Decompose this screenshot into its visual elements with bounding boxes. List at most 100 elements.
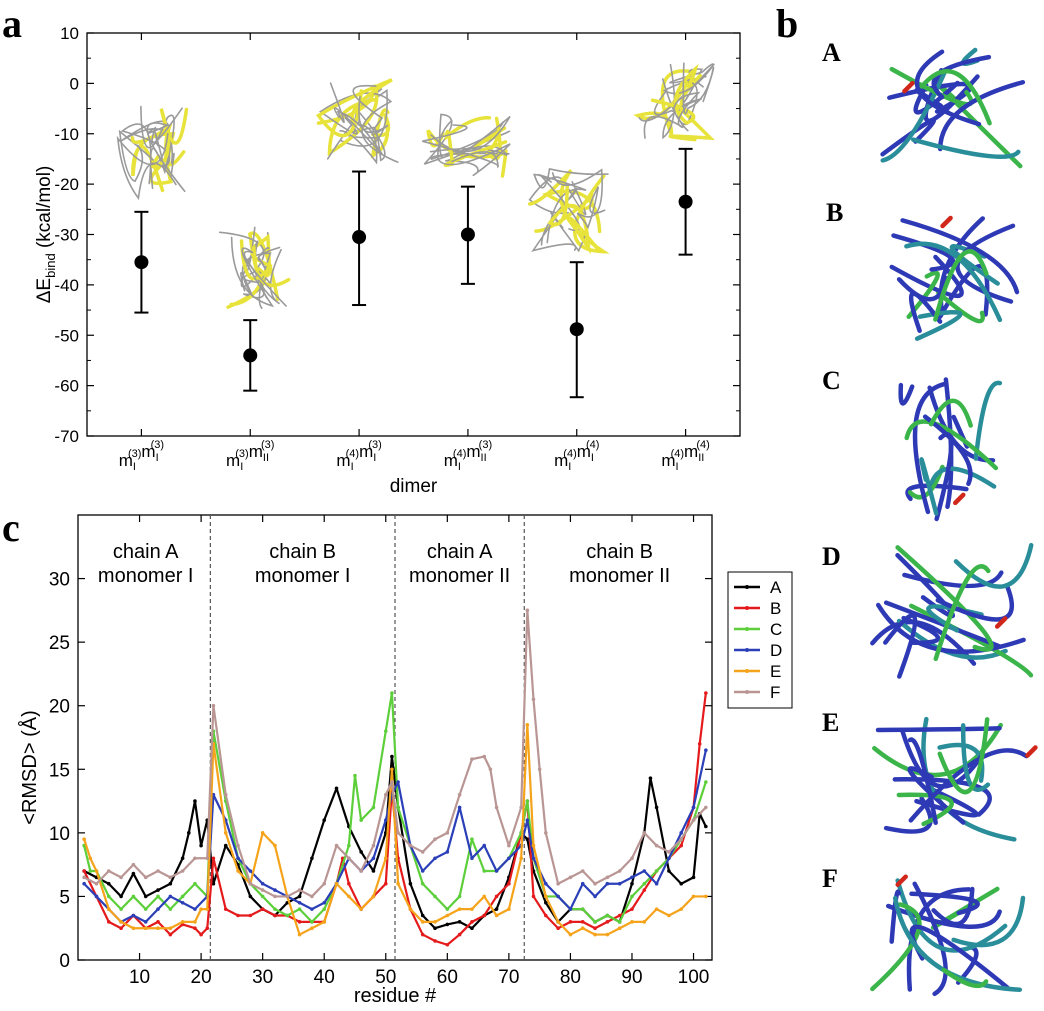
series-point-B bbox=[199, 932, 203, 937]
series-point-E bbox=[273, 843, 277, 848]
series-point-F bbox=[205, 856, 210, 861]
series-point-C bbox=[353, 773, 357, 778]
dimer-structure-sketch bbox=[527, 167, 610, 255]
series-line-E bbox=[83, 723, 706, 936]
series-point-C bbox=[433, 894, 437, 899]
series-point-C bbox=[654, 869, 659, 873]
series-point-B bbox=[470, 920, 474, 924]
x-category-label: mI(4)mII(4) bbox=[661, 439, 709, 473]
series-point-F bbox=[211, 703, 216, 708]
tube-segment bbox=[936, 290, 985, 324]
ribbon-strand bbox=[682, 62, 715, 115]
series-point-F bbox=[248, 881, 253, 886]
series-point-C bbox=[593, 920, 597, 924]
panel-c-chart: 0 5 10 15 20 25 30 10 20 30 40 50 60 70 80 90 100 residue… bbox=[18, 514, 793, 1007]
tube-segment bbox=[880, 68, 948, 163]
series-point-A bbox=[408, 881, 413, 886]
series-point-D bbox=[371, 856, 376, 861]
structure-label-a: A bbox=[822, 38, 841, 67]
series-point-F bbox=[630, 856, 634, 861]
x-tick-label: 90 bbox=[621, 967, 642, 988]
series-point-C bbox=[642, 881, 647, 886]
series-point-E bbox=[494, 913, 499, 918]
series-point-F bbox=[525, 608, 530, 613]
series-point-C bbox=[396, 805, 400, 810]
series-point-F bbox=[488, 767, 493, 772]
series-point-F bbox=[531, 697, 536, 702]
ribbon-strand bbox=[118, 129, 160, 183]
series-point-A bbox=[494, 907, 499, 911]
series-point-D bbox=[593, 894, 597, 899]
structure-label-c: C bbox=[822, 366, 841, 395]
series-point-B bbox=[156, 920, 160, 924]
series-point-E bbox=[156, 926, 160, 931]
series-point-F bbox=[371, 843, 376, 848]
series-point-D bbox=[482, 843, 487, 848]
series-point-A bbox=[297, 894, 302, 899]
data-point bbox=[243, 348, 258, 363]
series-point-D bbox=[667, 856, 671, 861]
series-point-E bbox=[334, 881, 339, 886]
series-point-E bbox=[420, 920, 425, 924]
region-label: monomer II bbox=[409, 565, 510, 587]
series-point-C bbox=[482, 869, 487, 873]
series-point-C bbox=[445, 907, 450, 911]
tube-structure bbox=[870, 542, 1034, 679]
series-point-B bbox=[494, 894, 499, 899]
series-point-E bbox=[193, 920, 197, 924]
tube-segment bbox=[941, 967, 989, 989]
series-point-C bbox=[580, 907, 585, 911]
series-point-B bbox=[531, 894, 536, 899]
series-point-F bbox=[396, 831, 400, 835]
ribbon-strand bbox=[437, 115, 511, 172]
series-point-E bbox=[617, 926, 622, 931]
series-point-D bbox=[143, 920, 148, 924]
series-point-A bbox=[390, 754, 394, 759]
ribbon-strand bbox=[436, 119, 511, 177]
tube-segment bbox=[904, 241, 1003, 323]
series-point-C bbox=[260, 894, 265, 899]
series-point-E bbox=[347, 894, 351, 899]
series-point-F bbox=[383, 792, 388, 797]
region-label: chain B bbox=[586, 541, 653, 563]
series-point-C bbox=[322, 907, 327, 911]
tube-segment bbox=[922, 414, 973, 487]
series-point-A bbox=[691, 875, 696, 880]
y-tick-label: 25 bbox=[49, 633, 70, 654]
series-point-E bbox=[630, 920, 634, 924]
series-point-A bbox=[322, 818, 327, 822]
series-point-F bbox=[605, 875, 610, 880]
tube-segment bbox=[911, 137, 1021, 159]
series-point-F bbox=[223, 792, 228, 797]
series-point-E bbox=[445, 913, 450, 918]
series-point-E bbox=[119, 920, 123, 924]
series-point-A bbox=[525, 837, 530, 842]
tube-terminus bbox=[1025, 745, 1038, 758]
region-label: chain B bbox=[269, 541, 336, 563]
tube-segment bbox=[914, 49, 982, 127]
ribbon-strand bbox=[638, 63, 715, 122]
series-point-D bbox=[273, 888, 277, 892]
ribbon-strand bbox=[547, 184, 601, 255]
data-point bbox=[460, 227, 475, 242]
structure-label-e: E bbox=[822, 708, 840, 737]
ribbon-strand bbox=[146, 107, 186, 193]
series-point-F bbox=[544, 831, 548, 835]
y-tick-label: 30 bbox=[49, 570, 70, 591]
series-point-C bbox=[605, 913, 610, 918]
series-point-C bbox=[180, 894, 185, 899]
y-tick-label: -40 bbox=[54, 276, 79, 295]
series-point-E bbox=[322, 920, 327, 924]
series-point-E bbox=[236, 869, 240, 873]
region-label: monomer II bbox=[569, 565, 670, 587]
y-tick-label: 20 bbox=[49, 697, 70, 718]
series-point-F bbox=[642, 831, 647, 835]
series-point-D bbox=[525, 818, 530, 822]
series-point-D bbox=[383, 818, 388, 822]
series-point-D bbox=[131, 913, 136, 918]
series-line-F bbox=[83, 609, 707, 898]
series-point-E bbox=[168, 926, 173, 931]
series-line-C bbox=[83, 691, 707, 923]
series-point-D bbox=[531, 856, 536, 861]
x-tick-label: 50 bbox=[375, 967, 396, 988]
